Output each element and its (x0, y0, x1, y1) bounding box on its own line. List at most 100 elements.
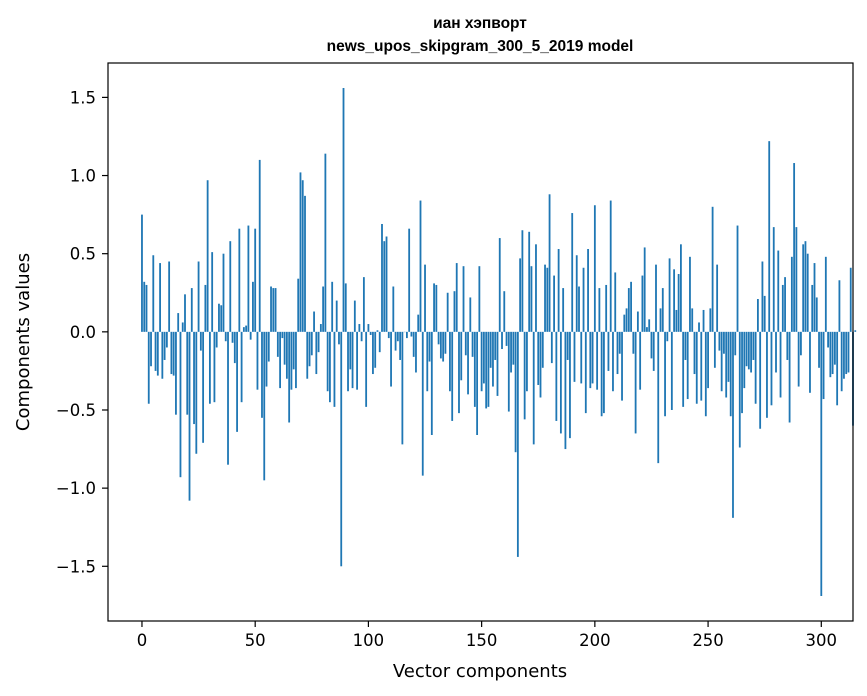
bar-139 (455, 263, 458, 332)
bar-226 (652, 331, 655, 371)
bar-249 (704, 331, 707, 417)
bar-135 (446, 292, 449, 332)
bar-238 (680, 244, 682, 332)
bar-25 (197, 261, 200, 332)
bar-52 (258, 159, 261, 332)
bar-167 (519, 258, 522, 332)
x-tick-label: 150 (466, 631, 498, 650)
bar-33 (215, 331, 218, 348)
bar-195 (582, 267, 585, 332)
bar-229 (659, 308, 662, 332)
bar-56 (267, 331, 270, 362)
bar-109 (387, 331, 390, 339)
bar-250 (707, 331, 709, 389)
bar-47 (247, 225, 250, 332)
bar-112 (394, 331, 397, 351)
chart-title-line-2: news_upos_skipgram_300_5_2019 model (327, 38, 634, 55)
bar-71 (301, 180, 304, 332)
bar-155 (492, 331, 494, 387)
bar-273 (759, 331, 762, 429)
bar-164 (512, 331, 515, 365)
bar-136 (449, 331, 451, 392)
bar-40 (231, 331, 234, 343)
bar-75 (310, 331, 313, 356)
bar-311 (845, 331, 848, 375)
bar-150 (480, 331, 483, 392)
bar-207 (609, 200, 612, 332)
bar-46 (245, 325, 248, 332)
bar-119 (410, 331, 413, 337)
bar-64 (285, 331, 288, 379)
bar-298 (815, 297, 818, 332)
bar-117 (406, 331, 408, 339)
bar-157 (496, 331, 499, 396)
bar-42 (236, 331, 238, 432)
bar-115 (401, 331, 404, 445)
bar-31 (211, 252, 214, 332)
bar-26 (199, 331, 202, 351)
bar-28 (204, 284, 207, 332)
bar-29 (206, 180, 209, 332)
bar-130 (435, 284, 438, 332)
bar-147 (473, 331, 476, 407)
bar-265 (741, 331, 743, 414)
y-tick-label: −1.5 (56, 557, 96, 576)
bar-206 (607, 331, 610, 371)
bar-184 (557, 249, 560, 332)
bar-148 (476, 331, 479, 435)
bar-313 (849, 267, 852, 332)
bar-series (141, 88, 857, 596)
bar-221 (641, 275, 644, 332)
bar-168 (521, 230, 524, 332)
bar-244 (693, 331, 696, 375)
bar-171 (528, 231, 531, 332)
bar-88 (340, 331, 343, 567)
bar-158 (498, 238, 501, 332)
bar-177 (541, 331, 544, 368)
bar-268 (747, 331, 750, 370)
bar-14 (172, 331, 175, 376)
bar-209 (614, 272, 617, 332)
y-tick-label: 0.5 (70, 245, 96, 264)
bar-121 (415, 331, 417, 373)
bar-149 (478, 266, 481, 332)
bar-163 (510, 331, 512, 373)
bar-162 (507, 331, 510, 412)
bar-114 (399, 331, 402, 360)
bar-260 (729, 331, 732, 417)
bar-12 (168, 261, 171, 332)
bar-182 (553, 275, 555, 332)
bar-142 (462, 266, 465, 332)
bar-59 (274, 288, 277, 332)
bar-161 (505, 331, 508, 346)
bar-20 (186, 331, 189, 415)
bar-36 (222, 253, 225, 332)
bar-246 (698, 322, 700, 332)
y-tick-label: 1.5 (70, 88, 96, 107)
bar-205 (605, 284, 608, 332)
bar-151 (482, 331, 485, 384)
bar-287 (790, 256, 793, 332)
bar-105 (378, 331, 381, 353)
bar-258 (725, 331, 728, 398)
x-tick-label: 300 (806, 631, 838, 650)
bar-197 (587, 249, 589, 332)
bar-201 (596, 331, 599, 390)
bar-65 (288, 331, 291, 423)
bar-8 (159, 263, 161, 332)
bar-83 (329, 331, 331, 403)
bar-60 (276, 331, 279, 357)
bar-110 (390, 331, 392, 387)
bar-129 (433, 283, 435, 332)
bar-259 (727, 331, 730, 382)
bar-74 (308, 331, 311, 367)
bar-38 (227, 331, 229, 465)
bar-214 (625, 308, 628, 332)
bar-54 (263, 331, 266, 481)
bar-11 (165, 331, 168, 348)
bar-145 (469, 297, 472, 332)
bar-280 (775, 331, 777, 373)
bar-294 (806, 253, 809, 332)
bar-271 (754, 331, 757, 404)
x-tick-label: 250 (692, 631, 724, 650)
